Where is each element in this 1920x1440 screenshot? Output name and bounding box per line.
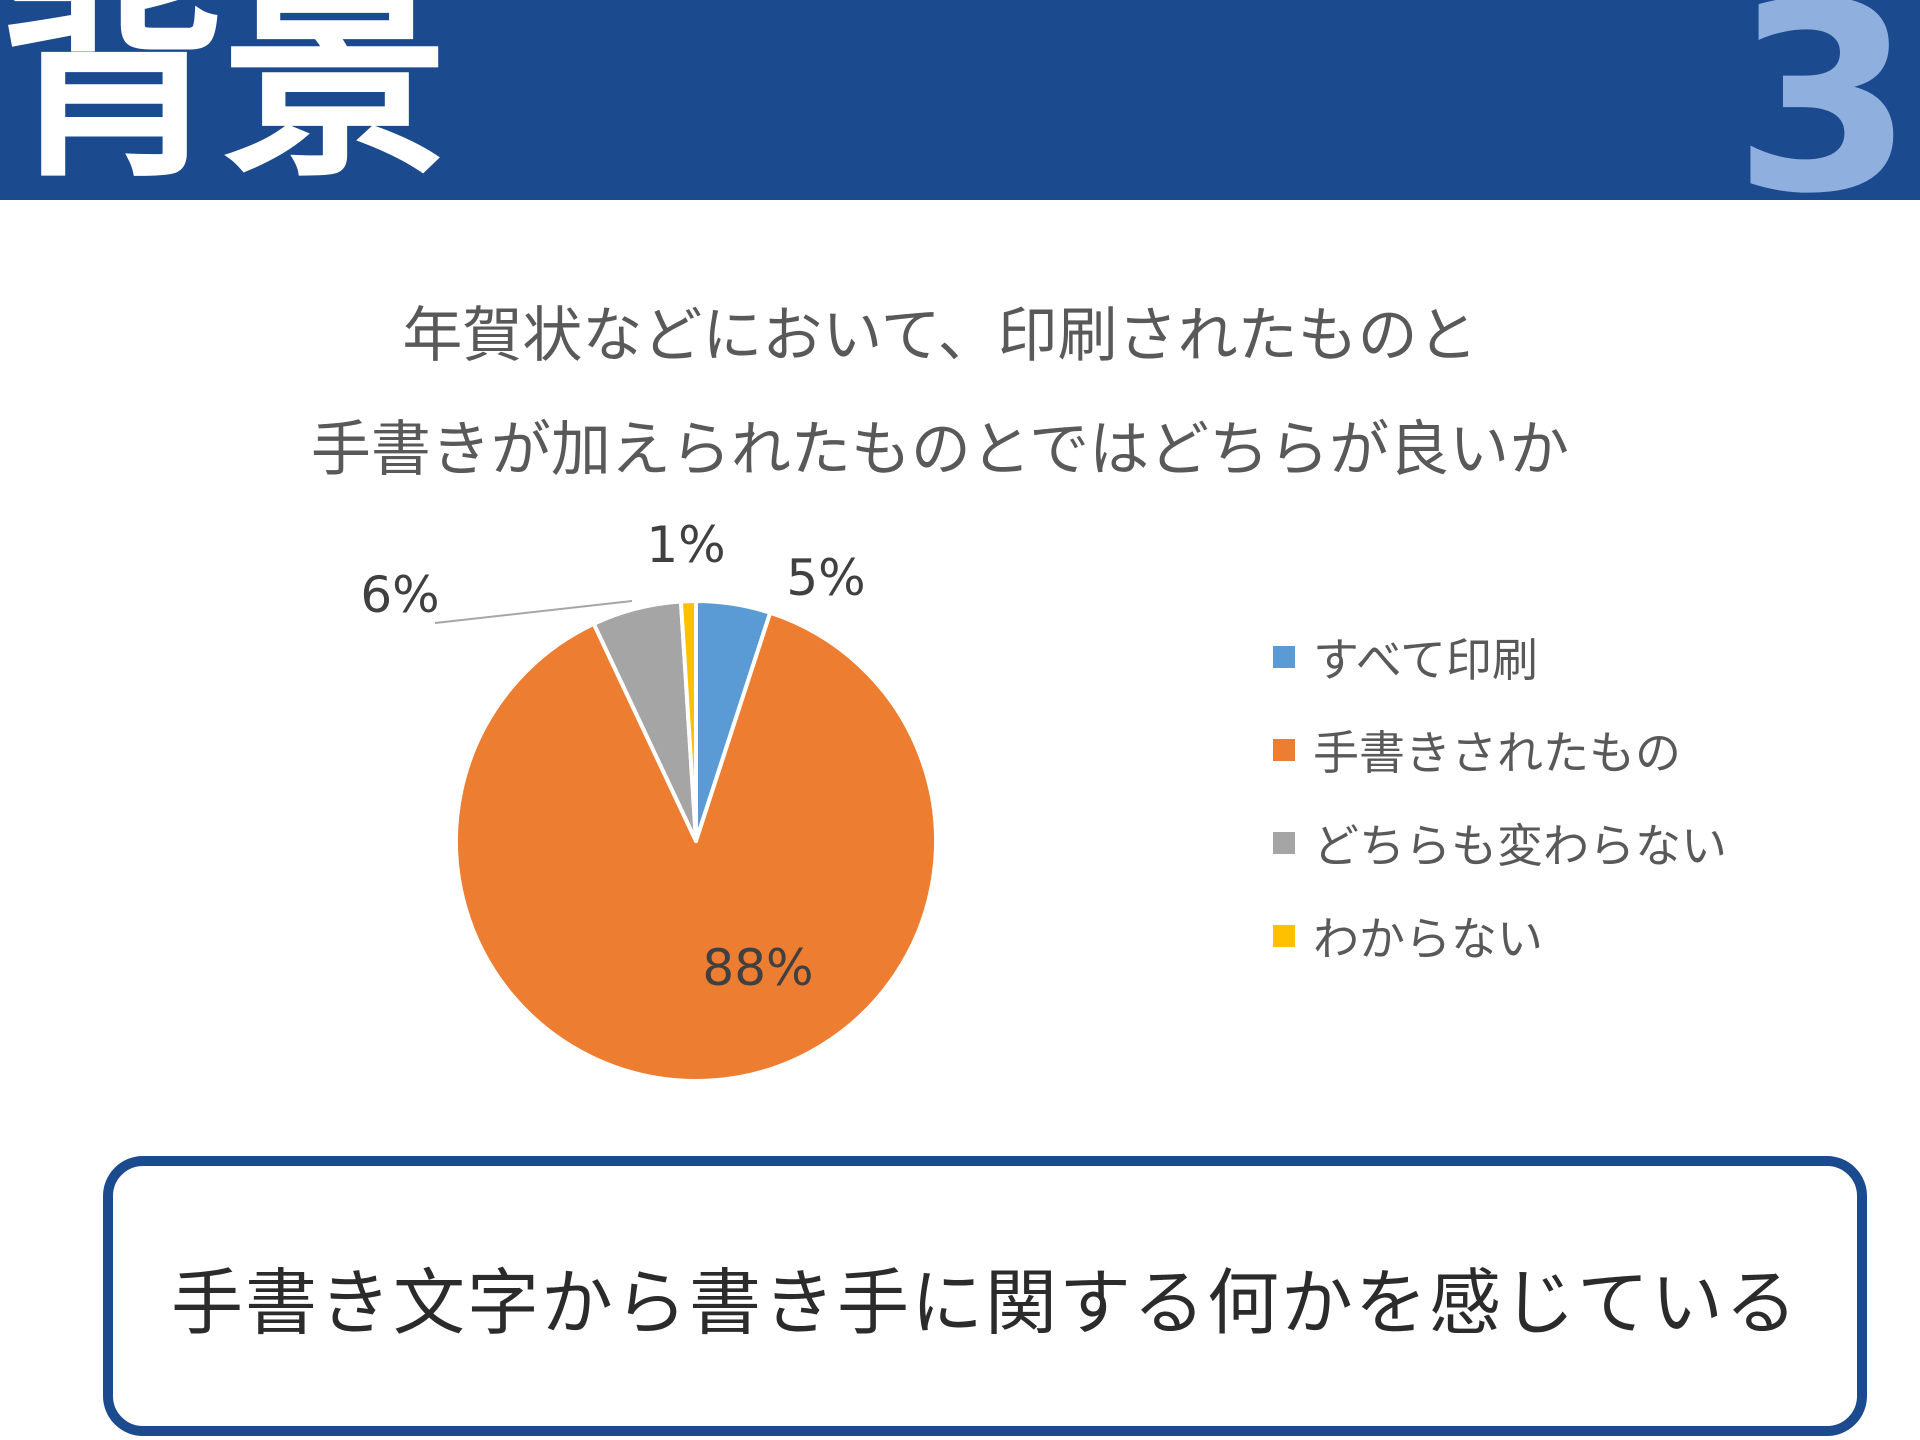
legend-swatch: [1273, 645, 1295, 668]
legend-item-no-difference: どちらも変わらない: [1273, 796, 1727, 889]
legend-swatch: [1273, 738, 1295, 761]
legend-item-all-printed: すべて印刷: [1273, 610, 1727, 703]
conclusion-box: 手書き文字から書き手に関する何かを感じている: [103, 1156, 1867, 1436]
chart-title-line-1: 年賀状などにおいて、印刷されたものと: [402, 301, 1478, 371]
data-label-no-difference: 6%: [360, 566, 439, 624]
legend-label: わからない: [1313, 911, 1543, 966]
slice-handwritten: [454, 610, 938, 1083]
legend-label: 手書きされたもの: [1313, 725, 1681, 780]
legend-swatch: [1273, 831, 1295, 854]
legend-label: すべて印刷: [1313, 632, 1538, 687]
conclusion-text: 手書き文字から書き手に関する何かを感じている: [170, 1260, 1799, 1345]
chart-title-line-2: 手書きが加えられたものとではどちらが良いか: [310, 415, 1570, 485]
leader-line-6pct: [434, 600, 633, 624]
legend-item-dont-know: わからない: [1273, 889, 1727, 982]
pie-slices: [454, 599, 938, 1083]
legend-item-handwritten: 手書きされたもの: [1273, 703, 1727, 796]
data-label-all-printed: 5%: [786, 549, 865, 607]
data-label-handwritten: 88%: [702, 939, 813, 997]
header-bar: 背景 3: [0, 0, 1920, 200]
pie-data-labels: 5% 88% 6% 1%: [360, 516, 865, 997]
slice-dont-know: [678, 599, 698, 843]
legend-swatch: [1273, 924, 1295, 947]
slide-title: 背景: [0, 0, 448, 200]
legend: すべて印刷 手書きされたもの どちらも変わらない わからない: [1273, 610, 1727, 982]
slide-number: 3: [1733, 0, 1914, 200]
legend-label: どちらも変わらない: [1313, 818, 1727, 873]
data-label-dont-know: 1%: [646, 516, 725, 574]
